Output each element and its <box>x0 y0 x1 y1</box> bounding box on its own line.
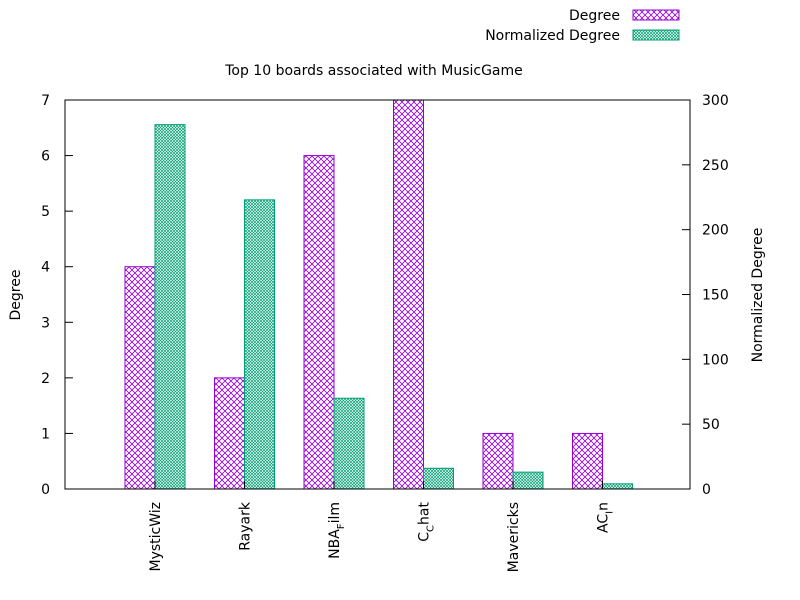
y-tick-label: 2 <box>41 371 50 387</box>
legend: Degree Normalized Degree <box>485 8 680 44</box>
bar-normalized-degree-mysticwiz <box>154 124 186 490</box>
bar-normalized-degree-c-chat <box>423 467 454 490</box>
y-tick-label: 3 <box>41 315 50 331</box>
y-axis-label: Degree <box>8 270 24 321</box>
legend-swatch-normalized-degree <box>632 29 680 41</box>
x-axis: MysticWiz Rayark NBAFilm CChat Mavericks ACIn <box>148 481 616 572</box>
right-axis: 0 50 100 150 200 250 300 <box>682 93 729 498</box>
left-axis: 0 1 2 3 4 5 6 7 <box>41 93 73 498</box>
y-tick-label: 6 <box>41 149 50 165</box>
y-tick-label: 1 <box>41 426 50 442</box>
bar-degree-ac-in <box>572 432 603 490</box>
x-tick-label-rayark: Rayark <box>238 501 254 551</box>
y2-tick-label: 100 <box>702 352 729 368</box>
bar-degree-rayark <box>214 377 245 490</box>
legend-label-degree: Degree <box>569 8 620 24</box>
y-tick-label: 4 <box>41 260 50 276</box>
bar-normalized-degree-mavericks <box>512 471 544 490</box>
y2-tick-label: 250 <box>702 158 729 174</box>
y2-axis-label: Normalized Degree <box>750 228 766 363</box>
x-tick-label-mavericks: Mavericks <box>506 502 522 572</box>
bar-degree-mysticwiz <box>124 266 156 490</box>
legend-swatch-degree <box>632 9 680 21</box>
x-tick-label-mysticwiz: MysticWiz <box>148 502 164 572</box>
y2-tick-label: 150 <box>702 288 729 304</box>
x-tick-label-nba-film: NBAFilm <box>327 502 347 559</box>
x-tick-label-c-chat: CChat <box>417 502 437 542</box>
bar-degree-c-chat <box>393 99 424 490</box>
y2-tick-label: 300 <box>702 93 729 109</box>
y2-tick-label: 0 <box>702 482 711 498</box>
bar-degree-mavericks <box>482 432 514 490</box>
bar-normalized-degree-rayark <box>244 199 275 490</box>
bar-normalized-degree-ac-in <box>602 483 633 490</box>
bar-degree-nba-film <box>303 155 335 490</box>
y-tick-label: 5 <box>41 204 50 220</box>
bars-group <box>124 99 633 490</box>
x-tick-label-ac-in: ACIn <box>596 502 616 533</box>
y2-tick-label: 200 <box>702 223 729 239</box>
y-tick-label: 7 <box>41 93 50 109</box>
legend-label-normalized-degree: Normalized Degree <box>485 28 620 44</box>
y-tick-label: 0 <box>41 482 50 498</box>
y2-tick-label: 50 <box>702 417 720 433</box>
chart-title: Top 10 boards associated with MusicGame <box>224 63 523 79</box>
bar-normalized-degree-nba-film <box>333 397 365 490</box>
